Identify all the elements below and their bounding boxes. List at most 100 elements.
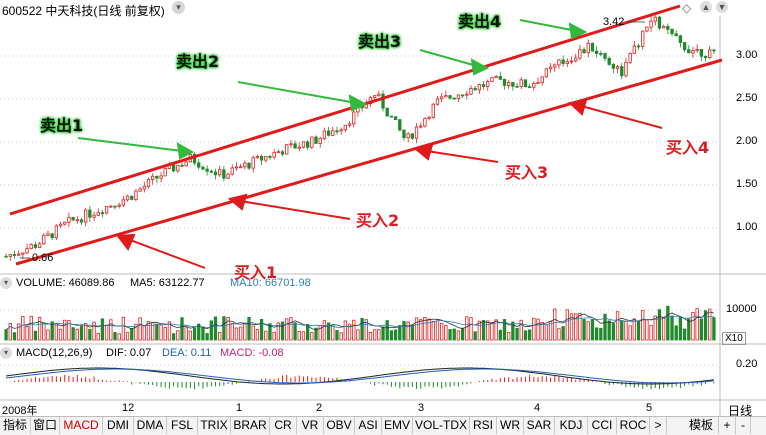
zoom-out-button[interactable]: - <box>736 417 751 434</box>
time-label-2008: 2008年 <box>2 405 38 417</box>
volume-bar <box>146 320 151 341</box>
tab-rsi[interactable]: RSI <box>470 417 497 434</box>
volume-bar <box>448 329 452 341</box>
candle-body <box>498 76 502 80</box>
volume-bar <box>163 326 167 341</box>
candle-body <box>494 76 498 79</box>
tab-dmi[interactable]: DMI <box>103 417 134 434</box>
zoom-in-button[interactable]: + <box>719 417 736 434</box>
candle-body <box>377 93 381 97</box>
candle-body <box>96 212 100 216</box>
candle-body <box>326 130 331 136</box>
volume-bar <box>368 331 373 341</box>
buy-3-label: 买入3 <box>505 163 549 182</box>
macd-label: MACD(12,26,9) <box>16 347 93 359</box>
candle-body <box>632 45 636 54</box>
candle-body <box>410 133 415 139</box>
volume-bar <box>628 325 632 341</box>
candle-body <box>352 111 356 125</box>
sell-4-label: 卖出4 <box>458 12 502 31</box>
volume-bar <box>624 321 628 341</box>
candle-body <box>440 96 444 100</box>
template-button[interactable]: 模板 <box>684 417 719 434</box>
dropdown-icon[interactable]: ▾ <box>172 1 185 14</box>
volume-bar <box>691 312 695 341</box>
volume-bar <box>507 331 511 341</box>
candle-body <box>314 136 318 144</box>
sell-1-label: 卖出1 <box>40 116 84 135</box>
tab-window[interactable]: 窗口 <box>31 417 60 434</box>
tab-obv[interactable]: OBV <box>324 417 355 434</box>
volume-bar <box>285 318 289 341</box>
candle-body <box>620 66 624 77</box>
candle-body <box>21 252 25 255</box>
time-label-12: 12 <box>122 402 135 414</box>
tab-sar[interactable]: SAR <box>524 417 555 434</box>
sell-3-label: 卖出3 <box>358 32 402 51</box>
candle-body <box>628 53 632 63</box>
volume-bar <box>276 322 280 341</box>
macd-menu-icon[interactable]: ▾ <box>0 347 12 359</box>
volume-bar <box>247 316 251 341</box>
candle-body <box>402 129 406 139</box>
candle-body <box>197 162 201 168</box>
period-label[interactable]: 日线 <box>728 404 753 418</box>
volume-bar <box>184 327 188 341</box>
volume-bar <box>264 330 268 341</box>
volume-bar <box>259 318 264 341</box>
volume-bar <box>293 322 297 341</box>
tab-indicator[interactable]: 指标 <box>0 417 31 434</box>
candle-body <box>293 143 297 149</box>
candle-body <box>469 88 473 95</box>
down-arrow-icon[interactable]: ▼ <box>716 1 728 13</box>
tab-cr[interactable]: CR <box>270 417 297 434</box>
macd-dif: DIF: 0.07 <box>106 347 152 359</box>
tab-dma[interactable]: DMA <box>134 417 167 434</box>
volume-axis-10000: 10000 <box>726 303 757 315</box>
candle-body <box>264 156 268 161</box>
candle-body <box>33 244 38 248</box>
tab-more-arrow[interactable]: > <box>650 417 667 434</box>
volume-bar <box>238 326 243 341</box>
tab-wr[interactable]: WR <box>497 417 524 434</box>
tab-brar[interactable]: BRAR <box>231 417 270 434</box>
volume-bar <box>670 315 674 341</box>
tab-vol-tdx[interactable]: VOL-TDX <box>413 417 470 434</box>
volume-bar <box>565 309 569 341</box>
tab-vr[interactable]: VR <box>297 417 324 434</box>
volume-bar <box>536 318 540 341</box>
volume-bar <box>599 327 603 341</box>
volume-bar <box>456 330 461 341</box>
up-arrow-icon[interactable]: ▲ <box>700 1 712 13</box>
volume-bar <box>502 319 507 341</box>
volume-bar <box>192 327 197 341</box>
tab-macd[interactable]: MACD <box>60 417 103 434</box>
candle-body <box>507 82 511 86</box>
volume-bar <box>385 320 389 341</box>
volume-bar <box>661 316 666 341</box>
volume-bar <box>188 330 193 341</box>
tab-fsl[interactable]: FSL <box>167 417 198 434</box>
tab-roc[interactable]: ROC <box>617 417 650 434</box>
tab-trix[interactable]: TRIX <box>198 417 231 434</box>
volume-bar <box>138 317 142 341</box>
candle-body <box>682 42 687 51</box>
tab-emv[interactable]: EMV <box>382 417 413 434</box>
candle-body <box>238 166 243 169</box>
volume-bar <box>435 319 440 341</box>
tab-kdj[interactable]: KDJ <box>555 417 588 434</box>
volume-bar <box>687 318 691 341</box>
candle-body <box>381 93 385 109</box>
candle-body <box>603 53 607 59</box>
y-tick-1.50: 1.50 <box>736 178 758 190</box>
candle-body <box>134 190 138 200</box>
candle-body <box>536 82 540 85</box>
tab-asi[interactable]: ASI <box>355 417 382 434</box>
volume-bar <box>159 324 163 341</box>
diamond-icon[interactable]: ◇ <box>682 1 692 15</box>
candle-body <box>42 235 46 245</box>
tab-cci[interactable]: CCI <box>588 417 617 434</box>
volume-bar <box>678 316 683 341</box>
volume-menu-icon[interactable]: ▾ <box>0 277 12 289</box>
candle-body <box>29 244 33 250</box>
